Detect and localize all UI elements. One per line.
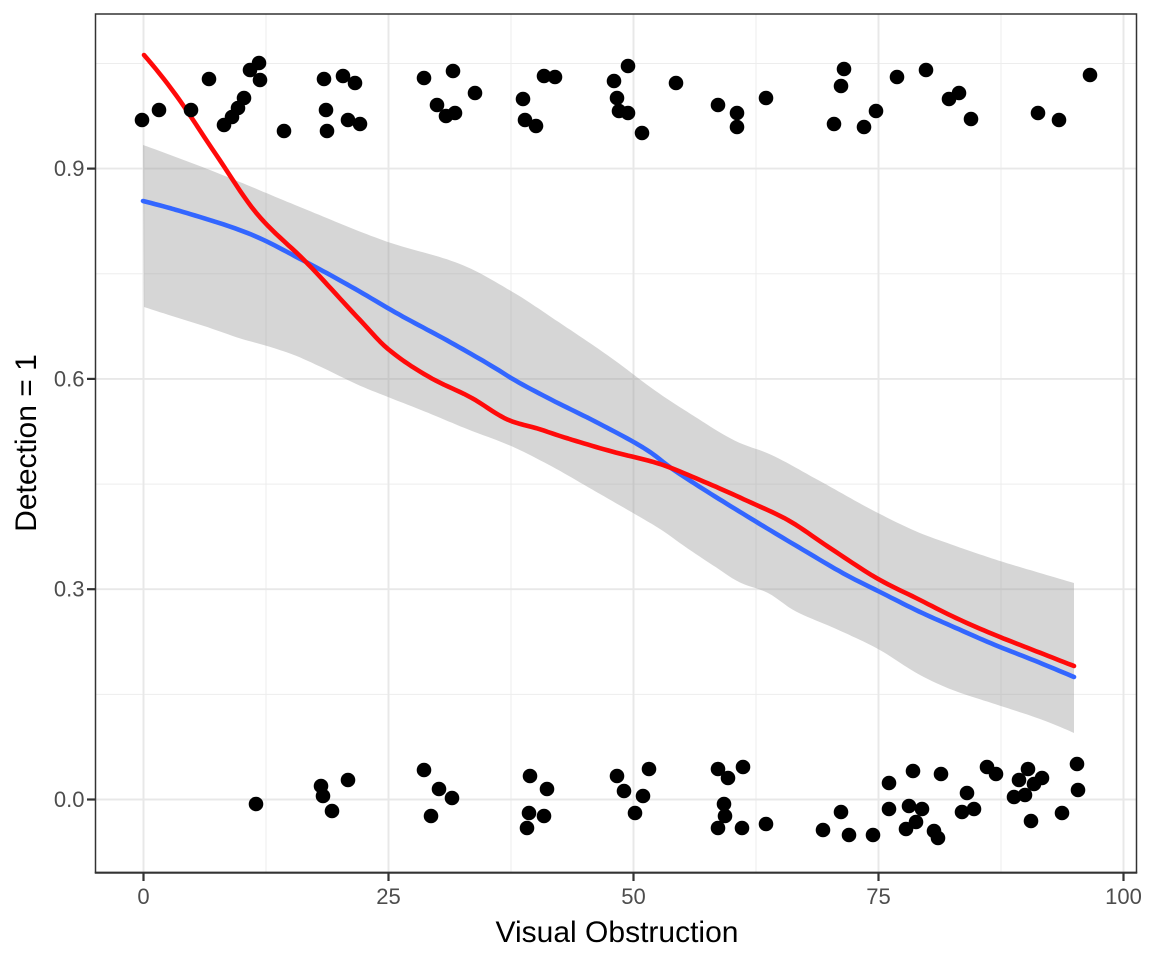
svg-text:100: 100: [1105, 884, 1142, 909]
svg-text:75: 75: [866, 884, 890, 909]
svg-text:50: 50: [621, 884, 645, 909]
svg-text:0.0: 0.0: [54, 787, 85, 812]
svg-text:0.6: 0.6: [54, 366, 85, 391]
svg-text:0: 0: [137, 884, 149, 909]
svg-text:Detection = 1: Detection = 1: [10, 354, 43, 532]
svg-text:Visual Obstruction: Visual Obstruction: [496, 916, 739, 949]
svg-text:0.3: 0.3: [54, 577, 85, 602]
svg-text:25: 25: [376, 884, 400, 909]
svg-text:0.9: 0.9: [54, 156, 85, 181]
